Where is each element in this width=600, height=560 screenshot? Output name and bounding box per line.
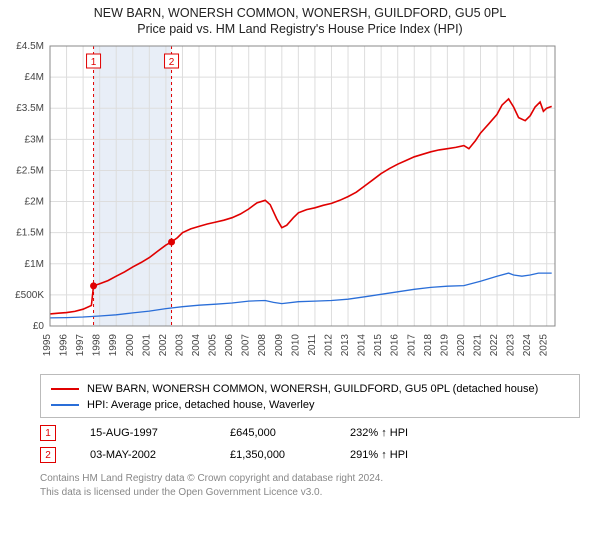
y-tick-label: £500K xyxy=(15,290,44,301)
x-tick-label: 2011 xyxy=(307,334,318,356)
x-tick-label: 1996 xyxy=(59,334,70,357)
marker-dot xyxy=(90,282,97,289)
marker-price: £645,000 xyxy=(230,427,320,439)
x-tick-label: 2024 xyxy=(522,334,533,357)
x-tick-label: 2010 xyxy=(290,334,301,357)
x-tick-label: 2015 xyxy=(373,334,384,357)
legend-row-red: NEW BARN, WONERSH COMMON, WONERSH, GUILD… xyxy=(51,381,569,397)
x-tick-label: 2000 xyxy=(125,334,136,357)
x-tick-label: 2007 xyxy=(241,334,252,357)
marker-row: 2 03-MAY-2002 £1,350,000 291% ↑ HPI xyxy=(40,444,580,466)
marker-date: 15-AUG-1997 xyxy=(90,427,200,439)
marker-date: 03-MAY-2002 xyxy=(90,449,200,461)
x-tick-label: 2023 xyxy=(506,334,517,357)
x-tick-label: 2021 xyxy=(472,334,483,357)
chart-titles: NEW BARN, WONERSH COMMON, WONERSH, GUILD… xyxy=(0,0,600,36)
x-tick-label: 1995 xyxy=(42,334,53,357)
marker-table: 1 15-AUG-1997 £645,000 232% ↑ HPI 2 03-MAY-20… xyxy=(40,422,580,466)
legend-label-red: NEW BARN, WONERSH COMMON, WONERSH, GUILD… xyxy=(87,383,538,395)
legend-row-blue: HPI: Average price, detached house, Wave… xyxy=(51,397,569,413)
footer-attribution: Contains HM Land Registry data © Crown c… xyxy=(40,472,580,499)
x-tick-label: 2012 xyxy=(323,334,334,357)
legend: NEW BARN, WONERSH COMMON, WONERSH, GUILD… xyxy=(40,374,580,418)
footer-line2: This data is licensed under the Open Gov… xyxy=(40,486,580,500)
footer-line1: Contains HM Land Registry data © Crown c… xyxy=(40,472,580,486)
marker-price: £1,350,000 xyxy=(230,449,320,461)
y-tick-label: £4M xyxy=(25,72,44,83)
chart-card: NEW BARN, WONERSH COMMON, WONERSH, GUILD… xyxy=(0,0,600,499)
marker-pct: 232% ↑ HPI xyxy=(350,427,460,439)
y-tick-label: £0 xyxy=(33,321,45,332)
x-tick-label: 2022 xyxy=(489,334,500,357)
x-tick-label: 1997 xyxy=(75,334,86,357)
legend-label-blue: HPI: Average price, detached house, Wave… xyxy=(87,399,314,411)
y-tick-label: £1M xyxy=(25,259,44,270)
marker-row: 1 15-AUG-1997 £645,000 232% ↑ HPI xyxy=(40,422,580,444)
x-tick-label: 2019 xyxy=(439,334,450,357)
y-tick-label: £2M xyxy=(25,197,44,208)
x-tick-label: 2002 xyxy=(158,334,169,357)
marker-pct: 291% ↑ HPI xyxy=(350,449,460,461)
x-tick-label: 2009 xyxy=(274,334,285,357)
x-tick-label: 2018 xyxy=(423,334,434,357)
y-tick-label: £4.5M xyxy=(16,41,44,52)
marker-dot xyxy=(168,239,175,246)
x-tick-label: 2014 xyxy=(357,334,368,357)
marker-flag-number: 1 xyxy=(91,57,97,68)
x-tick-label: 2016 xyxy=(390,334,401,357)
title-subtitle: Price paid vs. HM Land Registry's House … xyxy=(0,22,600,36)
x-tick-label: 2003 xyxy=(174,334,185,357)
marker-number-box: 1 xyxy=(40,425,56,441)
price-chart: £0 £500K £1M £1.5M £2M £2.5M £3M £3.5M £4M £4.5M 1… xyxy=(0,36,560,366)
y-tick-label: £3M xyxy=(25,134,44,145)
x-tick-label: 2013 xyxy=(340,334,351,357)
x-tick-label: 2004 xyxy=(191,334,202,357)
x-tick-label: 2025 xyxy=(539,334,550,357)
marker-flag-number: 2 xyxy=(169,57,175,68)
legend-swatch-blue xyxy=(51,404,79,406)
legend-swatch-red xyxy=(51,388,79,390)
x-tick-label: 2008 xyxy=(257,334,268,357)
x-tick-label: 2020 xyxy=(456,334,467,357)
y-tick-label: £3.5M xyxy=(16,103,44,114)
y-tick-label: £1.5M xyxy=(16,228,44,239)
title-address: NEW BARN, WONERSH COMMON, WONERSH, GUILD… xyxy=(0,6,600,20)
x-tick-label: 2001 xyxy=(141,334,152,357)
x-tick-label: 2005 xyxy=(208,334,219,357)
y-tick-label: £2.5M xyxy=(16,165,44,176)
x-tick-label: 2017 xyxy=(406,334,417,357)
x-tick-label: 1999 xyxy=(108,334,119,357)
x-tick-label: 2006 xyxy=(224,334,235,357)
x-tick-label: 1998 xyxy=(92,334,103,357)
marker-number-box: 2 xyxy=(40,447,56,463)
